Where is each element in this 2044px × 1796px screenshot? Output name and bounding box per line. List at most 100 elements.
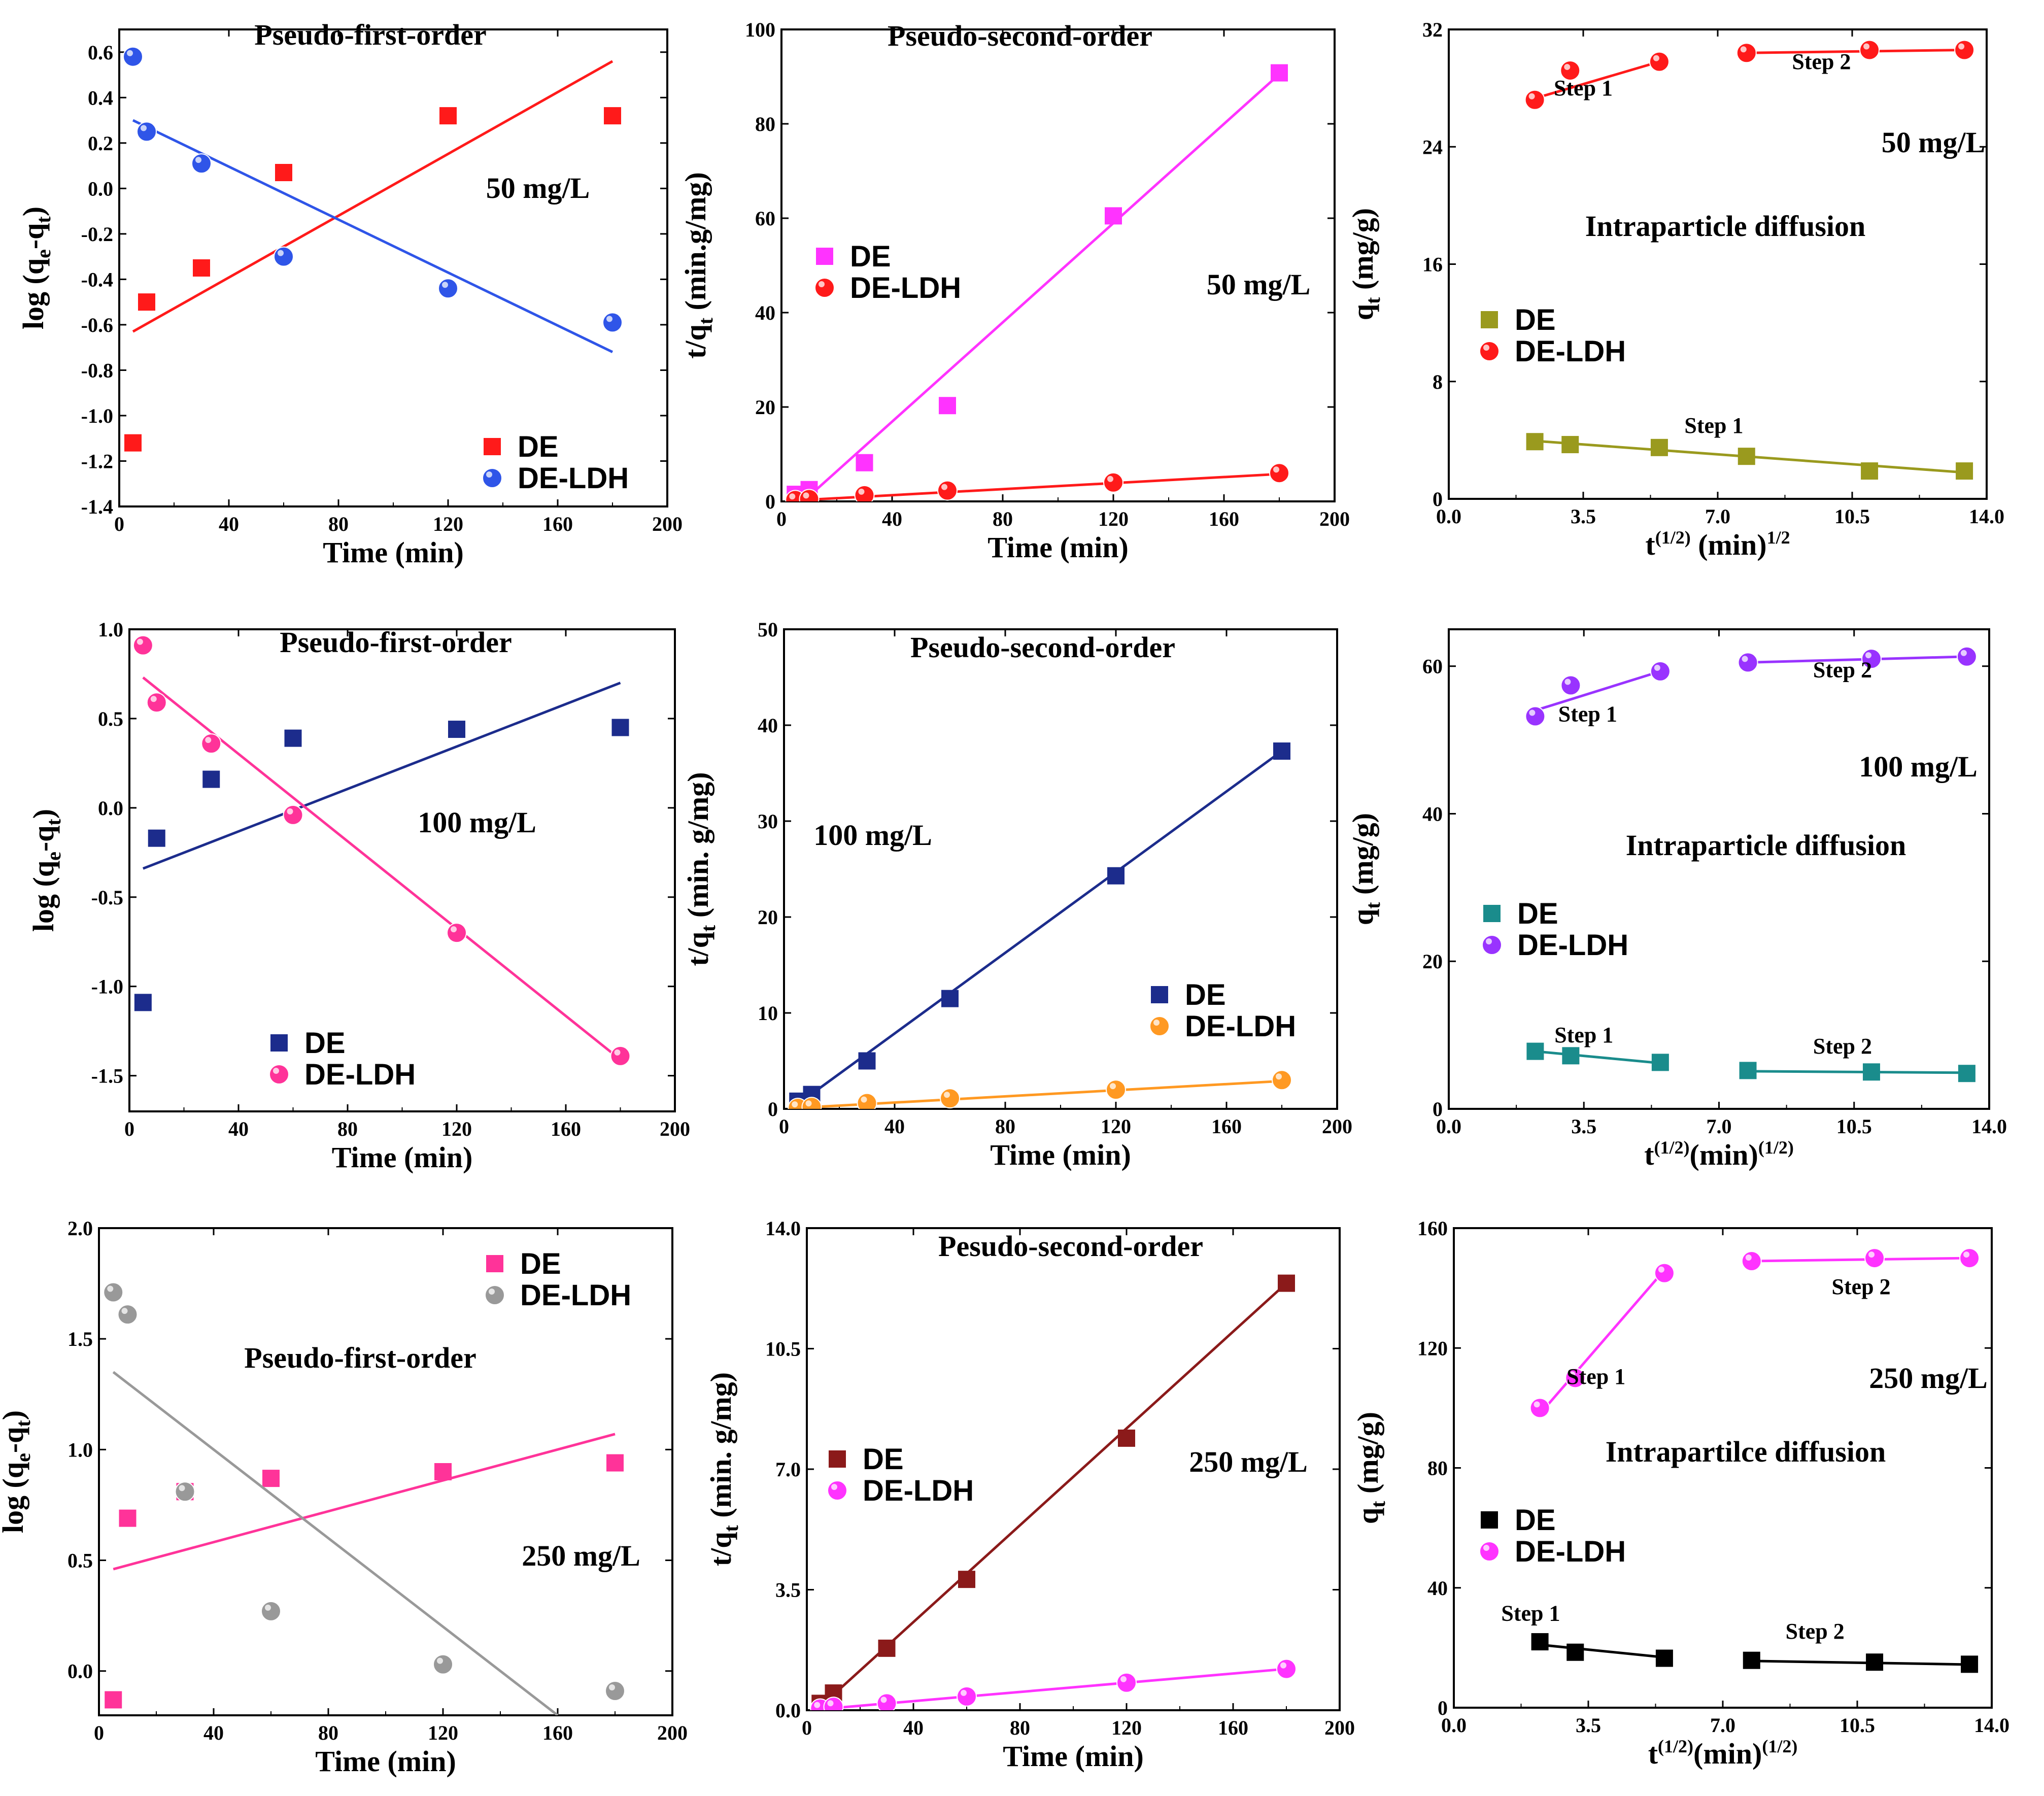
series-de-ldh: [788, 1070, 1292, 1109]
fit-line: [1748, 1070, 1967, 1074]
legend-entry: DE-LDH: [1149, 1010, 1296, 1043]
x-tick-label: 160: [542, 1721, 573, 1744]
series-de: [789, 742, 1290, 1109]
y-tick-label: 30: [758, 810, 778, 833]
legend-marker-highlight: [486, 471, 492, 478]
y-axis-title: t/qt (min. g/mg): [682, 772, 720, 966]
data-point: [119, 1509, 137, 1527]
x-axis-title: Time (min): [990, 1138, 1131, 1171]
y-tick-label: -0.8: [81, 359, 113, 382]
series-de: [124, 60, 621, 452]
x-tick-label: 40: [228, 1117, 249, 1140]
series-de: [1531, 1633, 1979, 1673]
data-point: [148, 829, 165, 847]
x-tick-label: 120: [428, 1721, 458, 1744]
legend-label: DE: [1517, 897, 1558, 930]
data-point: [193, 259, 210, 277]
legend-marker-highlight: [1483, 1545, 1489, 1551]
x-tick-label: 200: [1322, 1115, 1352, 1138]
y-tick-label: 120: [1417, 1337, 1448, 1360]
x-tick-label: 200: [1324, 1716, 1355, 1739]
legend-marker: [484, 438, 501, 455]
x-tick-label: 80: [995, 1115, 1015, 1138]
data-point: [146, 692, 167, 713]
series-de-ldh: [132, 635, 631, 1066]
legend-entry: DE: [1481, 303, 1556, 336]
data-point-highlight: [150, 696, 157, 702]
data-point-highlight: [1958, 43, 1965, 50]
legend-entry: DE-LDH: [1479, 1535, 1626, 1568]
data-point: [611, 719, 629, 736]
data-point: [1269, 463, 1289, 484]
panel-p7: 0 40 80 120 160 200 0.0 0.5 1.0 1.5 2.0 Time (min) l…: [0, 1217, 688, 1778]
y-tick-label: 24: [1422, 135, 1443, 158]
data-point: [856, 454, 873, 471]
y-tick-label: 20: [755, 396, 775, 419]
concentration-label: 100 mg/L: [1859, 750, 1978, 783]
data-point: [262, 1470, 280, 1487]
data-point-highlight: [792, 1101, 798, 1108]
y-tick-label: -0.6: [81, 314, 113, 336]
x-tick-label: 200: [657, 1721, 688, 1744]
legend-label: DE: [518, 430, 559, 463]
data-point: [1116, 1672, 1137, 1693]
y-axis-title: log (qe-qt): [17, 207, 55, 329]
data-point: [1561, 436, 1579, 454]
data-point-highlight: [805, 1100, 812, 1107]
x-tick-label: 10.5: [1834, 505, 1870, 528]
x-tick-label: 40: [219, 513, 239, 535]
step-label: Step 1: [1566, 1364, 1625, 1389]
data-point: [103, 1282, 124, 1303]
data-point-highlight: [1276, 1073, 1282, 1080]
step-label: Step 2: [1813, 1034, 1872, 1059]
panel-title: Pesudo-second-order: [938, 1230, 1203, 1263]
data-point: [1651, 1054, 1669, 1071]
y-tick-label: 0: [1433, 488, 1443, 511]
data-point-highlight: [121, 1308, 128, 1314]
legend-marker: [814, 278, 835, 298]
data-point: [876, 1693, 897, 1710]
series-de: [1526, 433, 1973, 480]
fit-line: [1534, 60, 1660, 100]
data-point: [274, 246, 294, 267]
legend-marker-highlight: [489, 1289, 495, 1295]
x-tick-label: 120: [441, 1117, 472, 1140]
legend-marker-highlight: [1153, 1020, 1160, 1026]
legend-marker: [269, 1064, 289, 1085]
legend-entry: DE-LDH: [1482, 929, 1628, 962]
data-point-highlight: [141, 125, 147, 131]
x-tick-label: 120: [1111, 1716, 1142, 1739]
data-point-highlight: [827, 1700, 834, 1707]
legend-label: DE-LDH: [1185, 1010, 1296, 1043]
y-tick-label: 0: [1438, 1697, 1448, 1719]
x-tick-label: 160: [1209, 507, 1239, 530]
panel-p6: 0.0 3.5 7.0 10.5 14.0 0 20 40 60 t(1/2)(min)(1/2)…: [1346, 628, 2007, 1171]
data-point: [202, 770, 220, 788]
fit-line: [797, 750, 1283, 1105]
data-point: [275, 164, 292, 181]
data-point-highlight: [606, 316, 612, 322]
panel-p1: 0 40 80 120 160 200 -1.4 -1.2 -1.0 -0.8 -0.6 -0.4 -0…: [17, 18, 683, 569]
legend-marker: [1482, 935, 1502, 955]
x-axis-title: Time (min): [987, 531, 1129, 564]
y-tick-label: 40: [1422, 802, 1443, 825]
step-label: Step 1: [1554, 76, 1613, 100]
data-point: [1862, 1063, 1880, 1081]
legend-entry: DE: [270, 1027, 346, 1060]
data-point: [958, 1571, 975, 1588]
y-tick-label: 10: [758, 1002, 778, 1025]
fit-line: [132, 60, 614, 333]
y-tick-label: 0: [765, 490, 775, 513]
legend-marker: [1149, 1016, 1170, 1036]
fit-line: [820, 1668, 1287, 1710]
concentration-label: 250 mg/L: [1869, 1362, 1988, 1395]
x-tick-label: 10.5: [1836, 1115, 1872, 1138]
data-point: [1276, 1658, 1297, 1679]
data-point: [799, 489, 820, 501]
series-de-ldh: [1529, 1248, 1980, 1418]
x-tick-label: 3.5: [1576, 1714, 1601, 1737]
data-point: [1272, 1070, 1292, 1091]
legend-label: DE: [520, 1247, 561, 1280]
data-point: [1106, 1079, 1126, 1100]
x-axis-title: Time (min): [323, 536, 464, 569]
